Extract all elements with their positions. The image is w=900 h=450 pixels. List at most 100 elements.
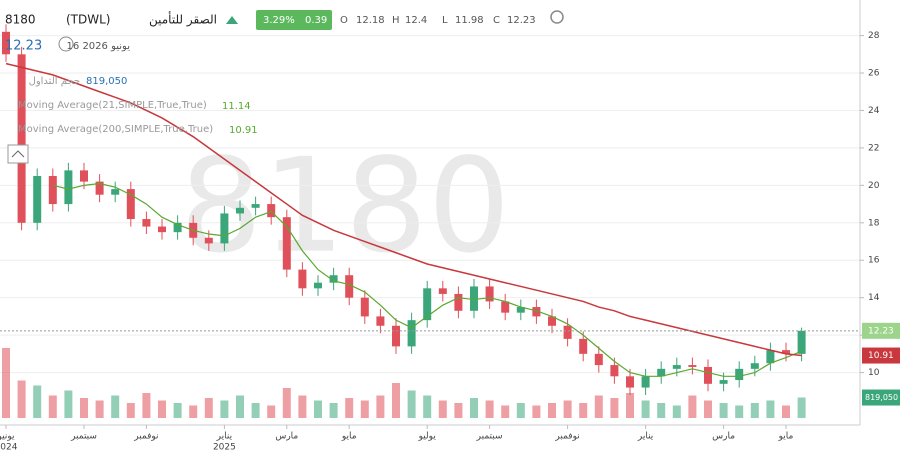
volume-tag-label: 819,050 [865, 393, 898, 402]
y-tick-label: 26 [868, 69, 880, 79]
close-value: 12.23 [507, 15, 536, 26]
candle-body [158, 226, 166, 233]
volume-bar [220, 400, 229, 418]
volume-bar [516, 403, 525, 418]
plot-area [0, 24, 860, 418]
y-axis-bg [860, 0, 900, 450]
y-tick-label: 20 [868, 181, 880, 191]
y-tick-label: 24 [868, 106, 880, 116]
candle-body [657, 368, 666, 377]
symbol: 8180 [5, 13, 36, 27]
volume-bar [95, 400, 104, 418]
volume-bar [251, 403, 260, 418]
volume-bar [750, 403, 759, 418]
candle-body [579, 338, 588, 354]
volume-bar [485, 400, 494, 418]
candle-body [735, 368, 744, 381]
volume-bar [766, 400, 775, 418]
candle-body [641, 376, 650, 388]
volume-bar [345, 398, 354, 418]
volume-bar [111, 395, 120, 418]
candle-body [142, 219, 151, 227]
x-tick-label: مايو [341, 432, 357, 442]
candle-body [797, 330, 806, 354]
candle-body [563, 325, 572, 339]
candle-body [438, 288, 447, 294]
candle-body [626, 376, 634, 388]
company: الصقر للتأمين [149, 11, 217, 28]
candle-body [64, 170, 73, 205]
candle-body [48, 175, 57, 205]
x-tick-label: يوليو [418, 432, 437, 442]
candle-body [251, 204, 260, 208]
x-tick-label: سبتمبر [476, 432, 503, 442]
x-tick-label: يناير [637, 432, 654, 442]
x-tick-label: مارس [712, 432, 735, 442]
x-tick-label: مايو [778, 432, 794, 442]
candle-body [173, 222, 182, 233]
candle-body [782, 350, 790, 354]
ma21-label: Moving Average(21,SIMPLE,True,True) [18, 100, 207, 111]
candle-body [672, 365, 681, 369]
x-tick-label: نوفمبر [554, 432, 579, 442]
collapse-button[interactable] [7, 144, 29, 164]
y-tick-label: 18 [868, 218, 880, 228]
x-tick-year: 2024 [0, 443, 18, 450]
ma-line [5, 62, 802, 357]
candle-body [516, 307, 525, 313]
volume-bar [548, 403, 556, 418]
volume-bar [236, 395, 244, 418]
close-label: C [493, 15, 500, 26]
volume-bar [672, 405, 681, 418]
volume-bar [719, 403, 728, 418]
y-tick-label: 16 [868, 256, 880, 266]
volume-bar [282, 388, 291, 418]
volume-bar [501, 405, 510, 418]
volume-bar [204, 398, 213, 418]
volume-bar [298, 395, 307, 418]
volume-tag [862, 389, 900, 406]
volume-bar [454, 403, 463, 418]
x-tick-label: نوفمبر [133, 432, 158, 442]
candle-body [80, 170, 88, 182]
volume-bar [470, 398, 478, 418]
exchange: (TDWL) [66, 13, 110, 27]
y-tick-label: 28 [868, 31, 880, 41]
candle-body [485, 286, 494, 302]
candle-body [236, 207, 244, 214]
x-tick-label: مارس [275, 432, 298, 442]
price-tag-label: 12.23 [868, 326, 894, 336]
candle-body [532, 307, 541, 317]
price-tag [862, 322, 900, 339]
collapse-icon [11, 150, 25, 158]
candle-body [329, 275, 338, 283]
change-percent: 3.29% [263, 15, 295, 26]
volume-bar [329, 403, 338, 418]
date: 16 يونيو 2026 [67, 41, 131, 52]
candle-body [594, 353, 603, 366]
candle-body [407, 320, 416, 347]
volume-bar [688, 395, 697, 418]
candle-body [423, 288, 432, 321]
volume-bar [314, 400, 322, 418]
candle-body [220, 213, 229, 244]
candle-body [454, 293, 463, 311]
candle-body [719, 380, 728, 384]
volume-bar [33, 385, 42, 418]
watermark: 8180 [180, 130, 511, 282]
candle-body [750, 363, 759, 369]
candle-body [345, 275, 354, 298]
y-tick-label: 14 [868, 293, 880, 303]
candle-body [282, 217, 291, 270]
candle-body [610, 365, 619, 377]
candle-body [470, 286, 478, 311]
settings-icon[interactable] [550, 10, 564, 24]
up-arrow [226, 16, 238, 24]
volume-bar [173, 403, 182, 418]
high-label: H [392, 15, 400, 26]
volume-bar [641, 400, 650, 418]
volume-bar [782, 405, 790, 418]
x-tick-year: 2025 [213, 443, 236, 450]
